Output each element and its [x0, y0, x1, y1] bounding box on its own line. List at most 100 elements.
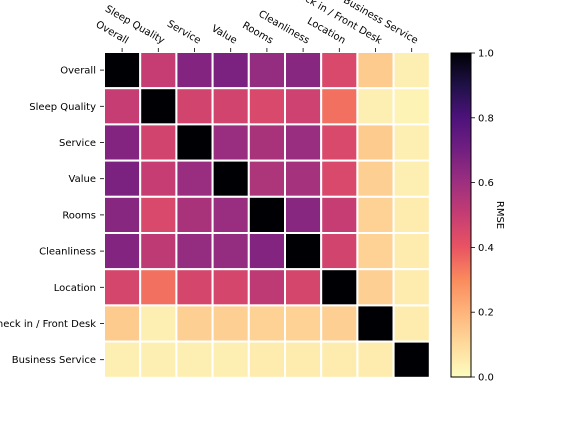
heatmap-cell: [103, 87, 142, 126]
row-label: Cleanliness: [39, 247, 96, 258]
heatmap-cell: [139, 268, 178, 307]
colorbar-tick-label: 0.2: [478, 308, 494, 319]
heatmap-cell: [247, 304, 287, 343]
heatmap-cell: [392, 159, 431, 198]
heatmap-cell: [247, 232, 287, 271]
heatmap-cell: [320, 268, 359, 307]
heatmap-cell: [103, 232, 142, 271]
heatmap-cell: [284, 51, 323, 90]
heatmap-cell: [284, 87, 323, 126]
heatmap-cell: [392, 87, 431, 126]
row-label: Service: [59, 138, 96, 149]
row-label: Sleep Quality: [29, 102, 96, 113]
column-label: Sleep Quality: [103, 4, 166, 47]
heatmap-cell: [392, 268, 431, 307]
heatmap-cell: [211, 340, 250, 379]
colorbar-ticks: 0.0 0.2 0.4 0.6 0.8 1.0: [471, 49, 494, 384]
row-label: Business Service: [12, 355, 96, 366]
heatmap-cell: [247, 268, 287, 307]
heatmap-cell: [211, 268, 250, 307]
heatmap-cell: [356, 87, 395, 126]
heatmap-cell: [320, 87, 359, 126]
heatmap-cell: [392, 232, 431, 271]
heatmap-cell: [356, 51, 395, 90]
heatmap-cell: [103, 304, 142, 343]
heatmap-cell: [211, 195, 250, 235]
heatmap-cell: [392, 51, 431, 90]
heatmap-cell: [320, 232, 359, 271]
colorbar-tick-label: 0.0: [478, 373, 494, 384]
column-label: Service: [165, 19, 203, 47]
row-label: Location: [54, 283, 96, 294]
row-label: Check in / Front Desk: [0, 319, 96, 330]
heatmap-cells: [103, 51, 431, 379]
heatmap-cell: [103, 51, 142, 90]
heatmap-cell: [175, 268, 214, 307]
heatmap-cell: [320, 159, 359, 198]
heatmap-cell: [175, 159, 214, 198]
heatmap-cell: [247, 159, 287, 198]
heatmap-cell: [284, 268, 323, 307]
heatmap-cell: [392, 304, 431, 343]
heatmap-cell: [356, 195, 395, 235]
heatmap-cell: [211, 159, 250, 198]
heatmap-cell: [175, 340, 214, 379]
row-label: Rooms: [62, 210, 96, 221]
heatmap-cell: [356, 268, 395, 307]
colorbar-tick-label: 0.4: [478, 243, 494, 254]
heatmap-cell: [103, 340, 142, 379]
heatmap-cell: [103, 268, 142, 307]
heatmap-cell: [103, 159, 142, 198]
heatmap-cell: [247, 123, 287, 162]
row-label: Overall: [60, 66, 96, 77]
heatmap-cell: [284, 304, 323, 343]
colorbar-tick-label: 0.6: [478, 178, 494, 189]
heatmap-cell: [356, 123, 395, 162]
heatmap-cell: [175, 232, 214, 271]
heatmap-cell: [175, 87, 214, 126]
heatmap-cell: [175, 195, 214, 235]
heatmap-cell: [247, 340, 287, 379]
heatmap-cell: [284, 123, 323, 162]
heatmap-cell: [356, 159, 395, 198]
heatmap-cell: [247, 87, 287, 126]
heatmap-cell: [103, 123, 142, 162]
heatmap-cell: [284, 159, 323, 198]
heatmap-cell: [392, 195, 431, 235]
heatmap-cell: [247, 195, 287, 235]
heatmap-cell: [284, 340, 323, 379]
colorbar: 0.0 0.2 0.4 0.6 0.8 1.0 RMSE: [450, 49, 505, 384]
heatmap-cell: [284, 195, 323, 235]
heatmap-cell: [211, 51, 250, 90]
heatmap-cell: [320, 340, 359, 379]
heatmap-cell: [103, 195, 142, 235]
heatmap-cell: [320, 51, 359, 90]
heatmap-cell: [139, 123, 178, 162]
row-label: Value: [69, 174, 96, 185]
heatmap-cell: [392, 340, 431, 379]
colorbar-tick-label: 1.0: [478, 49, 494, 60]
heatmap-cell: [139, 232, 178, 271]
heatmap-cell: [320, 304, 359, 343]
heatmap-cell: [356, 232, 395, 271]
heatmap-cell: [284, 232, 323, 271]
heatmap-cell: [139, 304, 178, 343]
heatmap-cell: [139, 159, 178, 198]
column-label: Value: [209, 23, 238, 46]
heatmap-cell: [356, 304, 395, 343]
heatmap-cell: [175, 51, 214, 90]
heatmap-cell: [211, 232, 250, 271]
colorbar-label: RMSE: [494, 201, 505, 229]
heatmap-cell: [247, 51, 287, 90]
heatmap-cell: [392, 123, 431, 162]
heatmap-cell: [139, 340, 178, 379]
heatmap-cell: [320, 195, 359, 235]
heatmap-cell: [139, 87, 178, 126]
heatmap-cell: [211, 123, 250, 162]
heatmap-cell: [175, 123, 214, 162]
heatmap-cell: [139, 195, 178, 235]
row-labels: Overall Sleep Quality Service Value Rooms Cle…: [0, 66, 104, 366]
heatmap-cell: [356, 340, 395, 379]
